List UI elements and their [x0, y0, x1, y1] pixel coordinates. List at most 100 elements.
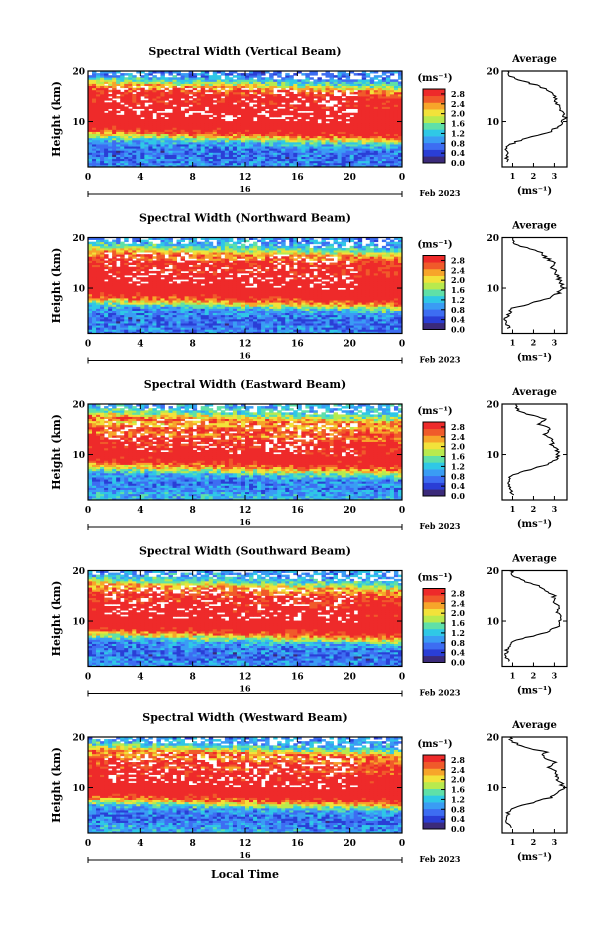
heatmap-cell: [373, 135, 379, 139]
heatmap-cell: [345, 79, 351, 82]
heatmap-cell: [148, 146, 153, 149]
heatmap-cell: [196, 131, 202, 135]
heatmap-cell: [200, 146, 206, 149]
heatmap-cell: [240, 114, 246, 118]
heatmap-cell: [176, 300, 181, 303]
heatmap-cell: [188, 102, 194, 105]
heatmap-cell: [236, 81, 242, 84]
heatmap-cell: [144, 325, 149, 328]
heatmap-cell: [232, 127, 238, 130]
heatmap-cell: [245, 323, 250, 326]
heatmap-cell: [349, 158, 355, 162]
heatmap-cell: [373, 139, 379, 143]
heatmap-cell: [88, 110, 93, 114]
heatmap-cell: [164, 264, 169, 268]
heatmap-cell: [120, 316, 125, 320]
heatmap-cell: [220, 329, 226, 332]
heatmap-cell: [192, 260, 198, 263]
heatmap-cell: [277, 83, 282, 87]
heatmap-cell: [100, 312, 105, 316]
heatmap-cell: [112, 295, 117, 299]
heatmap-cell: [196, 123, 202, 126]
heatmap-cell: [164, 281, 169, 284]
heatmap-cell: [212, 323, 218, 326]
heatmap-cell: [389, 81, 395, 84]
heatmap-cell: [156, 112, 161, 116]
heatmap-cell: [232, 268, 238, 272]
heatmap-cell: [208, 83, 214, 87]
heatmap-cell: [160, 133, 165, 137]
heatmap-cell: [168, 298, 173, 301]
heatmap-cell: [240, 158, 246, 162]
heatmap-cell: [164, 156, 169, 160]
heatmap-cell: [148, 264, 153, 268]
heatmap-cell: [228, 266, 234, 270]
heatmap-cell: [333, 110, 338, 114]
heatmap-cell: [200, 152, 206, 155]
heatmap-cell: [204, 93, 210, 97]
heatmap-cell: [281, 81, 286, 84]
heatmap-cell: [164, 123, 169, 126]
heatmap-cell: [253, 135, 258, 139]
heatmap-cell: [196, 293, 202, 297]
heatmap-cell: [164, 129, 169, 132]
heatmap-cell: [184, 275, 190, 278]
heatmap-cell: [373, 156, 379, 160]
heatmap-cell: [385, 89, 391, 93]
heatmap-cell: [224, 298, 230, 301]
heatmap-cell: [236, 289, 242, 293]
heatmap-cell: [216, 112, 222, 116]
heatmap-cell: [216, 281, 222, 284]
heatmap-cell: [257, 98, 262, 101]
heatmap-cell: [341, 148, 347, 151]
heatmap-cell: [373, 154, 379, 157]
heatmap-cell: [144, 320, 149, 324]
heatmap-cell: [168, 79, 173, 82]
heatmap-cell: [200, 148, 206, 151]
heatmap-cell: [144, 247, 149, 251]
heatmap-cell: [325, 100, 330, 103]
heatmap-cell: [389, 146, 395, 149]
heatmap-cell: [397, 83, 403, 87]
heatmap-cell: [172, 308, 177, 311]
heatmap-cell: [92, 329, 97, 332]
heatmap-cell: [381, 119, 387, 122]
heatmap-cell: [100, 323, 105, 326]
heatmap-cell: [156, 108, 161, 112]
heatmap-cell: [208, 298, 214, 301]
heatmap-cell: [156, 254, 161, 257]
heatmap-cell: [204, 243, 210, 247]
heatmap-cell: [144, 262, 149, 266]
heatmap-cell: [281, 85, 286, 89]
heatmap-cell: [160, 75, 165, 78]
heatmap-cell: [112, 144, 117, 147]
heatmap-cell: [297, 160, 302, 164]
heatmap-cell: [112, 262, 117, 266]
heatmap-cell: [120, 85, 125, 89]
heatmap-cell: [120, 127, 125, 130]
heatmap-cell: [188, 281, 194, 284]
heatmap-cell: [293, 135, 298, 139]
heatmap-cell: [361, 119, 367, 122]
heatmap-cell: [144, 73, 149, 76]
heatmap-cell: [180, 146, 186, 149]
heatmap-cell: [277, 131, 282, 135]
heatmap-cell: [180, 237, 186, 240]
heatmap-cell: [269, 164, 274, 168]
heatmap-cell: [212, 266, 218, 270]
heatmap-cell: [160, 314, 165, 318]
heatmap-cell: [397, 131, 403, 135]
heatmap-cell: [92, 125, 97, 128]
colorbar-segment: [423, 102, 445, 110]
heatmap-cell: [100, 77, 105, 80]
heatmap-cell: [240, 121, 246, 124]
heatmap-cell: [92, 283, 97, 286]
heatmap-cell: [140, 254, 145, 257]
heatmap-cell: [180, 239, 186, 243]
heatmap-cell: [204, 283, 210, 286]
heatmap-cell: [232, 156, 238, 160]
heatmap-cell: [124, 300, 129, 303]
heatmap-cell: [305, 96, 310, 99]
heatmap-cell: [104, 141, 109, 145]
heatmap-cell: [92, 154, 97, 157]
